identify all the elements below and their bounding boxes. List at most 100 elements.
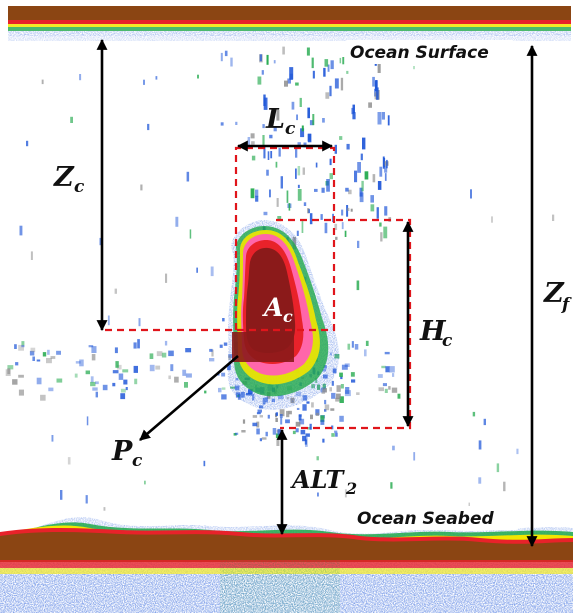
echo-speck [285,419,290,424]
echo-speck [209,358,215,362]
echo-speck [224,50,228,57]
echo-speck [350,208,353,212]
echo-speck [303,202,307,206]
echo-speck [309,213,313,225]
echo-speck [364,349,367,357]
echo-speck [7,365,14,370]
echo-speck [185,373,192,378]
echo-speck [295,168,297,179]
echo-speck [295,428,299,433]
echo-speck [496,463,500,473]
echo-speck [339,396,344,403]
echo-speck [379,222,382,227]
echo-speck [336,393,341,399]
echo-speck [278,147,281,157]
echo-speck [286,190,289,203]
echo-speck [18,389,24,396]
echo-speck [279,409,285,417]
echo-speck [134,378,138,385]
echo-speck [7,368,11,375]
echo-speck [331,433,335,437]
alt2-label: ALT 2 [290,465,357,498]
echo-speck [291,101,295,110]
echo-speck [340,376,343,380]
echo-speck [334,144,337,154]
echo-speck [389,366,395,373]
echo-speck [204,390,207,394]
echo-speck [388,386,391,390]
echo-speck [346,143,350,150]
echo-speck [304,439,307,445]
echo-speck [56,350,61,355]
echo-speck [220,52,223,62]
echo-speck [326,179,330,192]
echo-speck [302,167,305,175]
echo-speck [362,137,366,150]
echo-speck [30,251,33,260]
echo-speck [344,489,347,498]
echo-speck [140,184,143,191]
echo-speck [356,392,360,395]
svg-text:Z: Z [53,162,75,193]
echo-speck [295,82,299,86]
echo-speck [329,173,333,180]
echo-speck [252,415,258,418]
echo-speck [122,369,129,373]
echo-speck [329,158,332,166]
echo-speck [383,226,388,239]
ac-label: A c [262,293,293,326]
echo-speck [156,351,163,357]
echo-speck [377,62,381,73]
lc-label: L c [265,104,296,139]
echo-speck [354,344,359,350]
echo-speck [288,410,292,415]
echo-speck [292,430,296,435]
echo-speck [357,240,360,248]
echo-speck [312,70,315,79]
echo-speck [114,288,117,294]
echo-speck [12,379,18,385]
echo-speck [170,364,174,372]
echo-speck [51,435,54,442]
echo-speck [359,187,363,197]
echo-speck [377,181,382,190]
echo-speck [40,394,46,401]
echo-speck [186,171,190,182]
echo-speck [209,348,213,352]
echo-speck [161,352,167,358]
echo-speck [340,77,344,91]
ocean-surface-label: Ocean Surface [350,43,489,63]
echo-speck [272,428,277,435]
echo-speck [137,339,140,349]
echo-speck [36,359,41,362]
echo-speck [289,67,294,80]
echo-speck [267,151,270,160]
echo-speck [56,378,63,383]
echo-speck [88,345,94,348]
echo-speck [175,216,179,227]
echo-speck [339,136,343,140]
echo-speck [552,214,555,221]
echo-speck [305,433,310,437]
echo-speck [345,187,349,192]
echo-speck [339,57,342,64]
echo-speck [324,399,327,405]
echo-speck [46,358,52,364]
echo-speck [351,379,356,383]
echo-speck [339,415,344,422]
echo-speck [323,67,326,77]
echo-speck [516,448,519,455]
echo-speck [235,432,239,435]
echo-speck [275,417,278,422]
echo-speck [381,112,385,120]
echo-speck [309,120,314,126]
echo-speck [372,76,375,87]
ocean-surface-band [8,6,571,41]
echo-speck [221,372,226,377]
ocean-seabed-caption: Ocean Seabed [354,506,518,530]
svg-text:2: 2 [345,479,357,498]
echo-speck [384,165,388,173]
echo-speck [147,123,150,131]
echo-speck [364,171,369,180]
echo-speck [259,415,263,418]
